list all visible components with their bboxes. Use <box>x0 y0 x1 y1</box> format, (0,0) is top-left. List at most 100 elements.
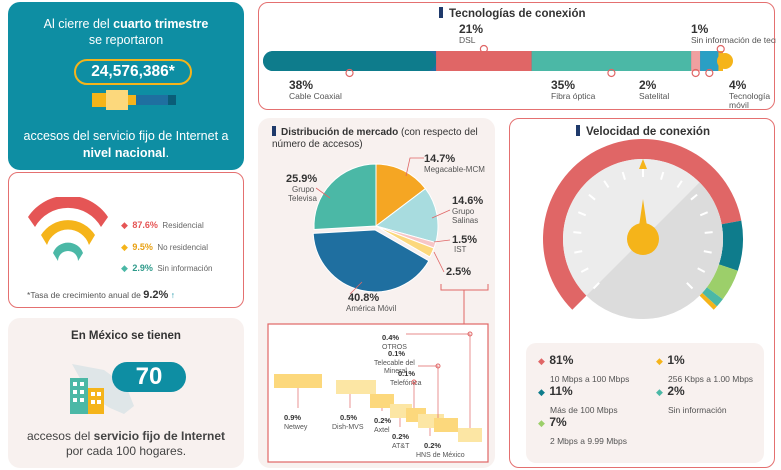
growth-row-0: ◆ 87.6% Residencial <box>121 215 204 233</box>
intro-line1: Al cierre del <box>43 17 114 31</box>
others-pct-2: 0.2% <box>374 416 391 425</box>
up-arrow-icon: ↑ <box>170 290 175 300</box>
gauge-tick-9 <box>660 171 665 180</box>
gauge-tick-7 <box>621 171 626 180</box>
technologies-panel: Tecnologías de conexión 38% Cable Coaxial… <box>258 2 776 110</box>
speed-arc-2 <box>706 264 738 300</box>
tech-bar-segment-2 <box>531 51 692 71</box>
growth-panel: ◆ 87.6% Residencial ◆ 9.5% No residencia… <box>8 172 244 308</box>
gauge-tick-1 <box>580 267 589 273</box>
market-label-salinas-b: Salinas <box>452 216 478 225</box>
others-pct-0: 0.9% <box>284 413 301 422</box>
speed-item-2-label: Más de 100 Mbps <box>550 405 618 415</box>
tech-bar-segment-1 <box>436 51 532 71</box>
others-step-1 <box>336 380 376 394</box>
gauge-tick-11 <box>690 193 698 201</box>
speed-arc-4 <box>699 292 717 310</box>
diamond-icon: ◆ <box>538 418 545 428</box>
others-pct-1: 0.5% <box>340 413 357 422</box>
tech-marker-0 <box>345 68 354 78</box>
speed-item-0: ◆ 81% 10 Mbps a 100 Mbps <box>538 351 629 387</box>
tech-marker-4 <box>705 68 714 78</box>
growth-row-2: ◆ 2.9% Sin información <box>121 258 212 276</box>
growth-note-prefix: * <box>27 290 31 300</box>
intro-line1-bold: cuarto trimestre <box>113 17 209 31</box>
gauge-tick-15 <box>697 267 706 273</box>
market-pct-ist: 1.5% <box>452 234 477 246</box>
tech-pct-1: 21% <box>459 22 483 36</box>
others-label-0: Netwey <box>284 424 308 431</box>
speed-arc-0 <box>543 138 742 310</box>
growth-row-0-label: Residencial <box>162 221 204 230</box>
market-panel: Distribución de mercado (con respecto de… <box>258 118 495 468</box>
gauge-tick-3 <box>573 231 582 234</box>
tech-label-5: Sin información de tecnología <box>691 35 776 45</box>
market-slice-4 <box>312 229 430 293</box>
intro-card: Al cierre del cuarto trimestre se report… <box>8 2 244 170</box>
others-label-5: HNS de México <box>416 452 465 459</box>
tech-pct-0: 38% <box>289 78 313 92</box>
tech-label-4-a: Tecnología <box>729 91 770 101</box>
growth-row-2-label: Sin información <box>157 264 213 273</box>
diamond-icon: ◆ <box>538 356 545 366</box>
tech-bar-segment-0 <box>263 51 437 71</box>
others-label-6-b: Mineral <box>384 368 407 375</box>
others-label-3: AT&T <box>392 443 410 450</box>
market-pct-america: 40.8% <box>348 292 379 304</box>
tech-label-4-b: móvil <box>729 100 749 110</box>
growth-row-2-pct: 2.9% <box>132 263 153 273</box>
gauge-tick-16 <box>686 282 694 290</box>
market-label-ist: IST <box>454 245 467 254</box>
growth-note-text: Tasa de crecimiento anual de <box>30 290 144 300</box>
tech-marker-2 <box>607 68 616 78</box>
tech-bar-segment-3 <box>691 51 701 71</box>
technologies-title: Tecnologías de conexión <box>439 7 586 20</box>
leader-america <box>349 281 363 295</box>
speed-item-3: ◆ 2% Sin información <box>656 382 727 418</box>
speed-item-2: ◆ 11% Más de 100 Mbps <box>538 382 618 418</box>
market-label-televisa-a: Grupo <box>292 185 315 194</box>
gauge-tick-14 <box>703 250 712 254</box>
diamond-icon: ◆ <box>656 356 663 366</box>
market-pct-otros: 2.5% <box>446 266 471 278</box>
tech-marker-1 <box>479 44 488 54</box>
mexico-map-icon <box>70 364 134 414</box>
intro-text-bottom: accesos del servicio fijo de Internet a … <box>18 128 234 162</box>
speed-gauge <box>543 138 743 319</box>
others-connector-6 <box>418 365 439 418</box>
intro-line2: se reportaron <box>88 33 164 47</box>
intro-line3: accesos del servicio fijo de Internet a <box>23 129 229 143</box>
intro-line4-post: . <box>165 146 170 160</box>
tech-marker-5 <box>716 44 725 54</box>
others-step-2 <box>370 394 394 408</box>
total-accesses: 24,576,386* <box>74 59 192 85</box>
others-dot-b <box>435 363 441 369</box>
market-pie-chart: 14.7%Megacable-MCM14.6%GrupoSalinas1.5%I… <box>267 153 489 463</box>
tech-label-0: Cable Coaxial <box>289 91 342 101</box>
market-pct-televisa: 25.9% <box>286 173 317 185</box>
leader-megacable <box>405 157 424 177</box>
tech-end-cap <box>717 53 733 69</box>
gauge-hub <box>627 223 659 255</box>
tech-pct-5: 1% <box>691 22 709 36</box>
market-title: Distribución de mercado (con respecto de… <box>272 126 488 151</box>
others-dot-c <box>467 331 473 337</box>
leader-ist <box>433 239 451 243</box>
speed-panel: Velocidad de conexión ◆ 81% 10 Mbps a 10… <box>509 118 775 468</box>
others-step-0 <box>274 374 322 388</box>
others-step-6 <box>434 418 458 432</box>
gauge-tick-2 <box>574 250 583 254</box>
others-pct-5: 0.2% <box>424 441 441 450</box>
growth-rate: 9.2% <box>143 289 169 301</box>
speed-item-3-pct: 2% <box>667 384 685 398</box>
others-connector-7 <box>406 333 471 428</box>
cable-plug-icon <box>92 90 176 110</box>
speed-title: Velocidad de conexión <box>576 125 710 138</box>
tech-label-1: DSL <box>459 35 476 45</box>
tech-pct-4: 4% <box>729 78 747 92</box>
growth-row-0-pct: 87.6% <box>132 220 158 230</box>
market-title-bold: Distribución de mercado <box>281 127 399 138</box>
market-label-salinas-a: Grupo <box>452 207 475 216</box>
others-label-4: Telefónica <box>390 380 422 387</box>
speed-item-4-pct: 7% <box>549 415 567 429</box>
